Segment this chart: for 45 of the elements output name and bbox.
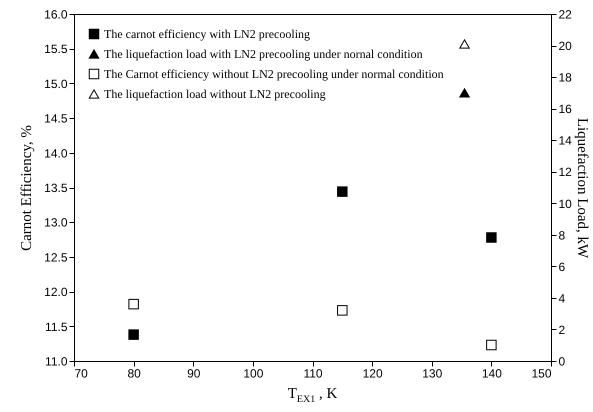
- y-tick-label: 12.0: [44, 285, 68, 300]
- y-tick-label: 15.0: [44, 76, 68, 91]
- point: [486, 340, 497, 350]
- x-tick-label: 130: [422, 366, 443, 380]
- point: [337, 186, 348, 197]
- y2-tick-label: 14: [558, 134, 572, 148]
- y-tick-label: 13.5: [44, 181, 68, 195]
- y2-tick-label: 8: [558, 228, 566, 242]
- y-tick-label: 11.0: [45, 354, 68, 368]
- y-tick-label: 16.0: [44, 8, 68, 22]
- x-axis-title: T$_{EX1}$ , K: [286, 386, 338, 405]
- y2-tick-label: 0: [558, 354, 566, 368]
- y2-tick-label: 10: [558, 196, 572, 211]
- x-tick-label: 90: [187, 366, 201, 380]
- x-tick-label: 150: [531, 366, 552, 380]
- y2-tick-label: 12: [558, 165, 572, 180]
- legend-label: The Carnot efficiency without LN2 precooling under normal condition: [104, 67, 444, 81]
- x-tick-label: 110: [303, 366, 323, 380]
- x-tick-label: 120: [362, 366, 383, 380]
- y-tick-label: 11.5: [45, 320, 68, 334]
- y-tick-label: 14.5: [44, 112, 68, 126]
- y-tick-label: 14.0: [44, 146, 68, 160]
- legend-label: The liquefaction load without LN2 precooling: [104, 87, 326, 101]
- y-axis-title: Carnot Efficiency, %: [19, 125, 36, 251]
- y2-tick-label: 20: [558, 39, 572, 54]
- y-tick-label: 12.5: [44, 250, 68, 264]
- y2-axis-title: Liquefaction Load, kW: [574, 118, 590, 260]
- point: [128, 329, 139, 340]
- x-tick-label: 70: [74, 366, 88, 380]
- x-tick-label: 140: [482, 366, 502, 380]
- y2-tick-label: 6: [558, 260, 566, 274]
- y2-tick-label: 22: [558, 8, 572, 22]
- x-tick-label: 100: [243, 366, 264, 380]
- point: [337, 305, 348, 316]
- y2-tick-label: 2: [558, 322, 566, 337]
- point: [128, 298, 139, 310]
- y2-tick-label: 16: [558, 102, 572, 116]
- y-tick-label: 15.5: [44, 42, 68, 56]
- legend-label: The liquefaction load with LN2 precooling under nornal condition: [104, 47, 423, 61]
- legend-label: The carnot efficiency with LN2 precooling: [104, 27, 310, 41]
- point: [486, 232, 497, 243]
- y-tick-label: 13.0: [44, 216, 68, 230]
- y2-tick-label: 4: [558, 291, 566, 306]
- x-tick-label: 80: [127, 366, 142, 380]
- y2-tick-label: 18: [558, 70, 572, 85]
